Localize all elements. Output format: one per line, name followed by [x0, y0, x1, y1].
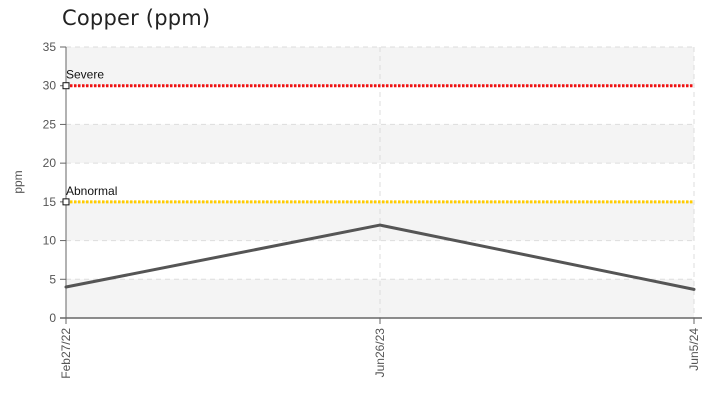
threshold-label-severe: Severe: [66, 68, 104, 82]
series-lines: [64, 223, 696, 291]
y-tick-label: 10: [43, 234, 57, 248]
x-tick-labels: Feb27/22 Jun26/23 Jun5/24: [59, 328, 701, 379]
x-tick-label: Jun5/24: [687, 328, 701, 371]
y-tick-label: 20: [43, 156, 57, 170]
data-point: [692, 287, 696, 291]
threshold-label-abnormal: Abnormal: [66, 184, 117, 198]
y-axis-label: ppm: [11, 170, 25, 193]
y-tick-label: 5: [49, 272, 56, 286]
x-tick-label: Jun26/23: [373, 328, 387, 378]
data-point: [64, 285, 68, 289]
chart-title: Copper (ppm): [62, 6, 211, 30]
reference-lines: Severe Abnormal: [62, 68, 694, 206]
y-tick-label: 35: [43, 40, 57, 54]
x-tick-label: Feb27/22: [59, 328, 73, 379]
grid-lines: [65, 46, 695, 318]
threshold-marker: [62, 198, 70, 206]
y-tick-label: 30: [43, 79, 57, 93]
axes: [60, 46, 702, 324]
y-tick-label: 15: [43, 195, 57, 209]
y-tick-label: 25: [43, 117, 57, 131]
y-tick-labels: 0 5 10 15 20 25 30 35: [43, 40, 57, 325]
y-tick-label: 0: [49, 311, 56, 325]
data-point: [378, 223, 382, 227]
threshold-marker: [62, 82, 70, 90]
